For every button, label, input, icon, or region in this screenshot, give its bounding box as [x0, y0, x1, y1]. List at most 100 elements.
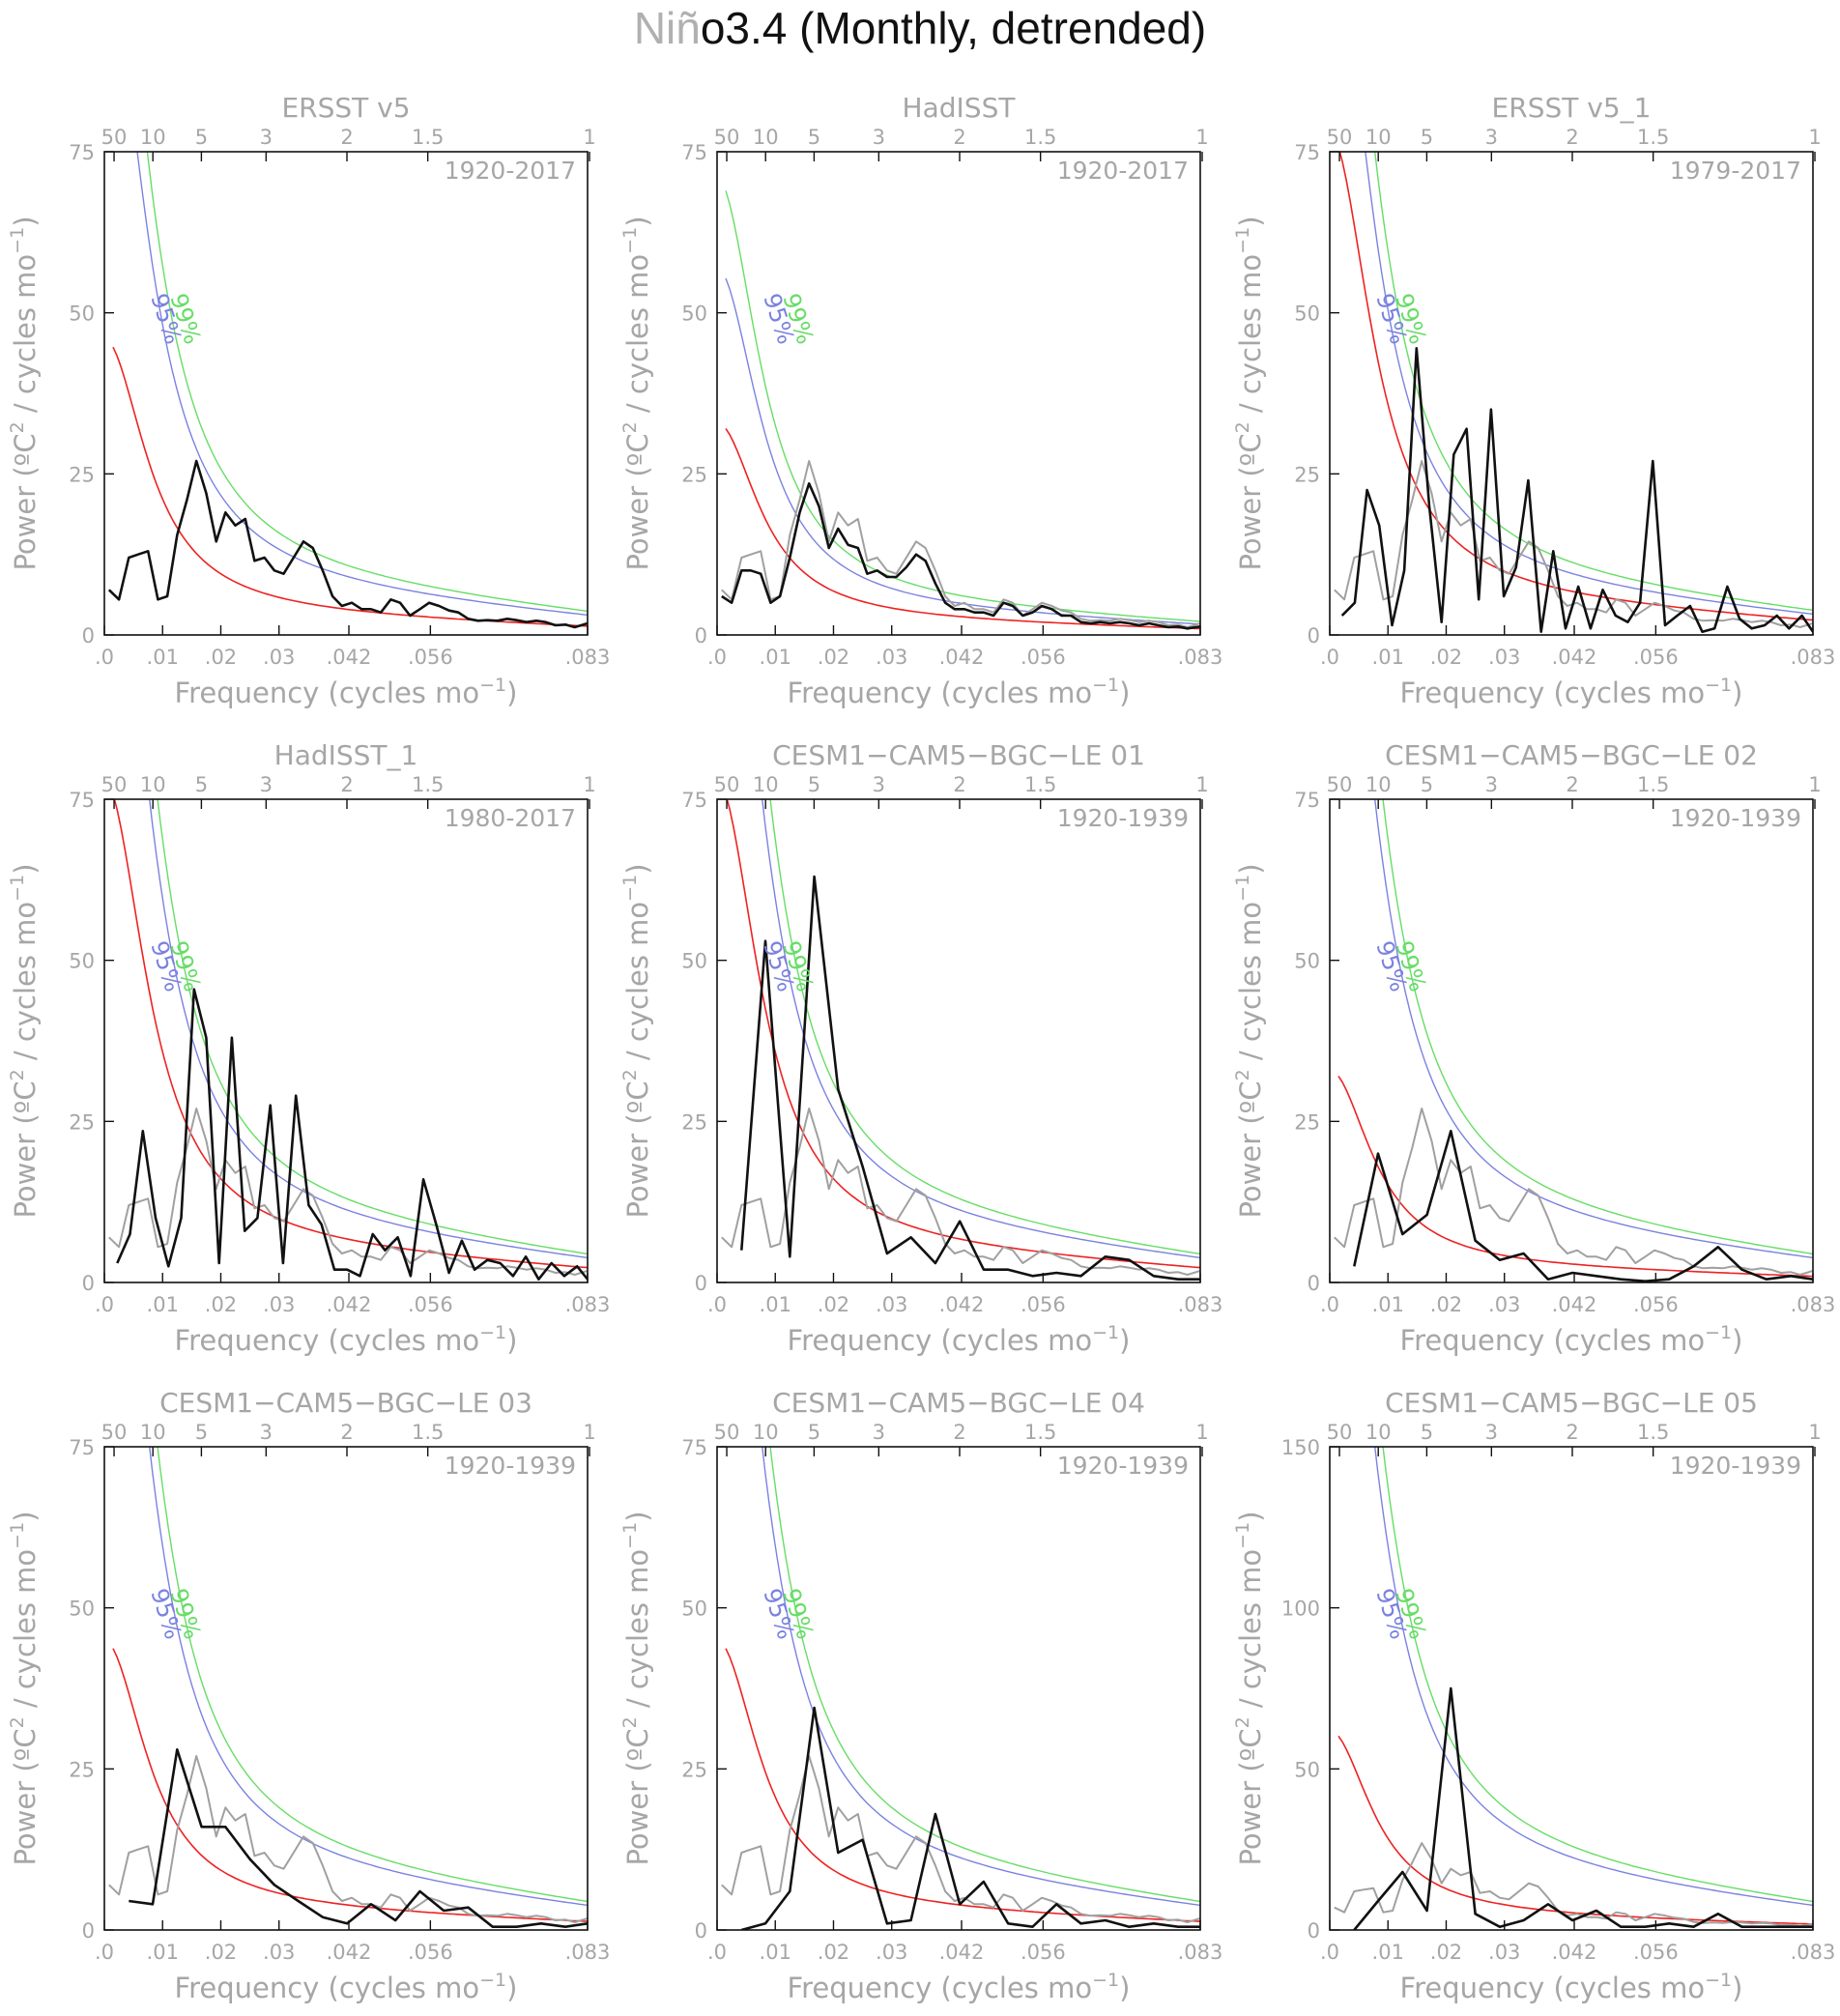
conf99-curve [725, 190, 1200, 622]
y-axis-label: Power (ºC2 / cycles mo−1) [1232, 1511, 1267, 1865]
x-tick-label: .01 [147, 1293, 179, 1316]
period-tick-label: 3 [873, 126, 885, 149]
panel-title: ERSST v5 [281, 92, 410, 124]
red-noise-curve [1338, 152, 1813, 621]
red-noise-curve [1337, 1075, 1813, 1278]
y-tick-label: 25 [69, 1110, 95, 1134]
x-tick-label: .042 [939, 1293, 985, 1316]
period-tick-label: 10 [1366, 773, 1392, 796]
page-title-prefix: Niñ [633, 3, 701, 53]
plot-frame [103, 798, 589, 1283]
conf99-curve [146, 152, 588, 613]
spectrum-panel-5: CESM1−CAM5−BGC−LE 011920-193995%99%.0.01… [619, 739, 1222, 1357]
panel-title: CESM1−CAM5−BGC−LE 04 [772, 1387, 1145, 1419]
period-tick-label: 1 [583, 1421, 595, 1444]
y-tick-label: 25 [69, 1758, 95, 1781]
period-tick-label: 5 [808, 773, 820, 796]
reference-spectrum-line [721, 1755, 1200, 1923]
x-tick-label: .083 [1791, 1293, 1836, 1316]
conf95-curve [1374, 1447, 1813, 1907]
period-tick-label: 50 [101, 773, 128, 796]
x-tick-label: .01 [1372, 1293, 1404, 1316]
period-tick-label: 2 [953, 773, 965, 796]
period-tick-label: 1 [583, 773, 595, 796]
spectrum-panel-8: CESM1−CAM5−BGC−LE 041920-193995%99%.0.01… [619, 1387, 1223, 2004]
x-axis-label: Frequency (cycles mo−1) [1400, 675, 1743, 709]
period-tick-label: 5 [1421, 126, 1433, 149]
x-tick-label: .01 [760, 1293, 791, 1316]
period-tick-label: 1 [1195, 773, 1208, 796]
period-tick-label: 1 [1808, 126, 1821, 149]
plot-frame [1329, 798, 1814, 1283]
period-tick-label: 50 [1327, 1421, 1353, 1444]
spectrum-panel-9: CESM1−CAM5−BGC−LE 051920-193995%99%.0.01… [1232, 1387, 1835, 2004]
x-tick-label: .056 [1633, 646, 1679, 669]
period-tick-label: 5 [195, 126, 208, 149]
period-tick-label: 1.5 [1024, 1421, 1056, 1444]
period-tick-label: 3 [1485, 773, 1498, 796]
period-tick-label: 10 [753, 1421, 779, 1444]
period-tick-label: 50 [1327, 126, 1353, 149]
period-tick-label: 2 [953, 1421, 965, 1444]
y-tick-label: 75 [69, 141, 95, 164]
x-tick-label: .03 [1488, 1293, 1520, 1316]
x-tick-label: .056 [1021, 1941, 1066, 1964]
curve-group [107, 152, 588, 629]
period-tick-label: 1 [1195, 126, 1208, 149]
x-axis-label: Frequency (cycles mo−1) [1400, 1322, 1743, 1357]
x-tick-label: .0 [1320, 1941, 1339, 1964]
period-tick-label: 1 [583, 126, 595, 149]
period-tick-label: 50 [101, 126, 128, 149]
x-tick-label: .056 [408, 1293, 453, 1316]
conf99-curve [769, 799, 1200, 1255]
y-tick-label: 0 [1308, 1272, 1320, 1295]
curve-group [1334, 152, 1813, 634]
red-noise-curve [726, 799, 1200, 1269]
x-tick-label: .03 [1488, 646, 1520, 669]
x-tick-label: .0 [95, 1941, 114, 1964]
x-tick-label: .056 [408, 1941, 453, 1964]
period-tick-label: 3 [260, 1421, 273, 1444]
curve-group [108, 1447, 588, 1929]
x-tick-label: .042 [1552, 646, 1597, 669]
y-tick-label: 0 [82, 1919, 95, 1943]
period-tick-label: 5 [1421, 773, 1433, 796]
x-tick-label: .083 [1178, 1941, 1223, 1964]
period-tick-label: 10 [140, 1421, 166, 1444]
x-tick-label: .01 [147, 1941, 179, 1964]
period-tick-label: 10 [140, 126, 166, 149]
x-tick-label: .01 [760, 646, 791, 669]
y-tick-label: 75 [69, 1436, 95, 1459]
panel-period: 1920-1939 [1670, 1452, 1801, 1480]
x-axis-label: Frequency (cycles mo−1) [788, 1970, 1131, 2004]
period-tick-label: 3 [1485, 1421, 1498, 1444]
y-tick-label: 75 [1294, 789, 1320, 812]
x-axis-label: Frequency (cycles mo−1) [175, 675, 518, 709]
period-tick-label: 1.5 [412, 773, 444, 796]
period-tick-label: 5 [808, 126, 820, 149]
curve-group [721, 799, 1200, 1282]
y-tick-label: 75 [681, 789, 707, 812]
panel-period: 1980-2017 [445, 804, 576, 832]
x-tick-label: .083 [565, 646, 611, 669]
period-tick-label: 1 [1808, 773, 1821, 796]
x-tick-label: .042 [327, 1941, 372, 1964]
page-title: Niño3.4 (Monthly, detrended) [0, 0, 1840, 58]
period-tick-label: 1.5 [412, 1421, 444, 1444]
panel-period: 1920-1939 [1670, 804, 1801, 832]
period-tick-label: 50 [1327, 773, 1353, 796]
reference-spectrum-line [721, 1108, 1200, 1276]
x-tick-label: .0 [95, 1293, 114, 1316]
period-tick-label: 10 [1366, 126, 1392, 149]
period-tick-label: 1.5 [1024, 126, 1056, 149]
power-spectrum-line [1353, 1129, 1813, 1282]
period-tick-label: 3 [260, 126, 273, 149]
y-tick-label: 50 [69, 1598, 95, 1621]
y-tick-label: 50 [69, 950, 95, 973]
x-tick-label: .0 [707, 646, 727, 669]
power-spectrum-line [116, 988, 588, 1282]
panel-title: HadISST_1 [274, 739, 418, 771]
y-tick-label: 25 [681, 463, 707, 486]
period-tick-label: 2 [953, 126, 965, 149]
